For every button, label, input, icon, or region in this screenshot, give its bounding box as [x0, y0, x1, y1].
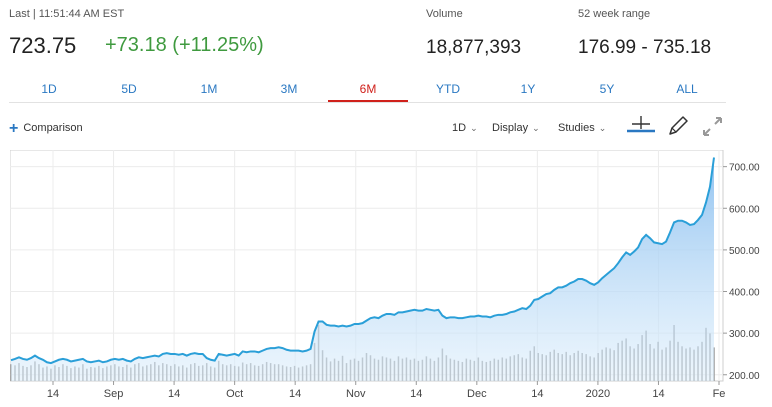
last-price: 723.75	[9, 33, 77, 58]
display-dropdown[interactable]: Display ⌄	[492, 122, 540, 134]
y-tick-label: 700.00	[729, 163, 760, 174]
x-tick-label: 14	[289, 388, 301, 400]
crosshair-icon	[627, 116, 655, 133]
y-tick-label: 500.00	[729, 246, 760, 257]
x-tick-label: 14	[652, 388, 664, 400]
x-tick-label: Oct	[226, 388, 243, 400]
y-tick-label: 300.00	[729, 329, 760, 340]
tab-all[interactable]: ALL	[676, 82, 698, 96]
comparison-label: Comparison	[23, 122, 83, 134]
pencil-icon	[669, 116, 688, 135]
y-tick-label: 200.00	[729, 371, 760, 382]
x-axis: 14 Sep 14 Oct 14 Nov 14 Dec 14 2020 14 Fe	[47, 381, 726, 400]
x-tick-label: 14	[47, 388, 59, 400]
x-tick-label: Dec	[467, 388, 487, 400]
chart-toolbar: + Comparison 1D ⌄ Display ⌄ Studies ⌄	[0, 115, 772, 141]
x-tick-label: 14	[168, 388, 180, 400]
tab-3m[interactable]: 3M	[280, 82, 298, 96]
tab-6m[interactable]: 6M	[328, 78, 408, 102]
x-tick-label: Sep	[104, 388, 124, 400]
range-value: 176.99 - 735.18	[578, 37, 712, 58]
interval-dropdown[interactable]: 1D ⌄	[452, 122, 478, 134]
price-area	[11, 157, 714, 381]
expand-icon	[703, 117, 722, 136]
x-tick-label: 14	[531, 388, 543, 400]
display-label: Display	[492, 122, 529, 134]
expand-button[interactable]	[700, 115, 730, 139]
volume-label: Volume	[426, 8, 463, 20]
price-chart[interactable]: 200.00 300.00 400.00 500.00 600.00 700.00 14 S…	[10, 150, 772, 407]
range-label: 52 week range	[578, 8, 651, 20]
price-change: +73.18 (+11.25%)	[105, 34, 264, 56]
x-tick-label: Nov	[346, 388, 366, 400]
quote-header: Last | 11:51:44 AM EST 723.75 +73.18 (+1…	[0, 0, 772, 70]
chevron-down-icon: ⌄	[532, 123, 540, 133]
volume-value: 18,877,393	[426, 37, 522, 58]
chevron-down-icon: ⌄	[470, 123, 478, 133]
tab-1d[interactable]: 1D	[41, 82, 57, 96]
tab-1m[interactable]: 1M	[200, 82, 218, 96]
y-tick-label: 600.00	[729, 204, 760, 215]
draw-button[interactable]	[664, 115, 694, 139]
x-tick-label: 2020	[586, 388, 610, 400]
price-line	[10, 157, 715, 365]
y-axis: 200.00 300.00 400.00 500.00 600.00 700.00	[723, 163, 760, 382]
chevron-down-icon: ⌄	[598, 123, 607, 133]
interval-label: 1D	[452, 122, 467, 134]
tab-5y[interactable]: 5Y	[599, 82, 615, 96]
y-tick-label: 400.00	[729, 288, 760, 299]
crosshair-button[interactable]	[626, 115, 656, 139]
studies-dropdown[interactable]: Studies ⌄	[558, 122, 606, 134]
plus-icon: +	[9, 120, 19, 137]
tab-ytd[interactable]: YTD	[436, 82, 460, 96]
tab-5d[interactable]: 5D	[121, 82, 137, 96]
range-tabs: 1D 5D 1M 3M 6M YTD 1Y 5Y ALL	[9, 78, 726, 103]
studies-label: Studies	[558, 122, 595, 134]
comparison-button[interactable]: + Comparison	[9, 120, 83, 138]
tab-1y[interactable]: 1Y	[520, 82, 536, 96]
grid-lines	[10, 150, 723, 381]
x-tick-label: 14	[410, 388, 422, 400]
x-tick-label: Fe	[713, 388, 726, 400]
last-time-label: Last | 11:51:44 AM EST	[9, 8, 125, 20]
